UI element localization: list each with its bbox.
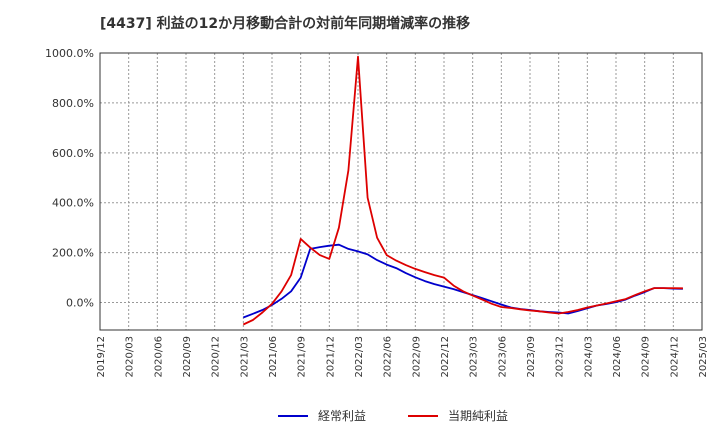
legend-label-2: 当期純利益 <box>448 409 508 423</box>
legend-label-1: 経常利益 <box>318 409 366 423</box>
x-tick-label: 2024/09 <box>641 336 652 378</box>
x-tick-label: 2021/09 <box>297 336 308 378</box>
chart-title: [4437] 利益の12か月移動合計の対前年同期増減率の推移 <box>100 16 471 32</box>
x-tick-label: 2022/12 <box>440 336 451 378</box>
x-tick-label: 2023/06 <box>497 336 508 378</box>
x-tick-label: 2020/12 <box>211 336 222 378</box>
y-tick-label: 200.0% <box>52 247 94 260</box>
x-tick-label: 2021/03 <box>239 336 250 378</box>
x-tick-label: 2024/12 <box>669 336 680 378</box>
series-line-2 <box>242 55 683 326</box>
x-tick-label: 2025/03 <box>698 336 709 378</box>
y-axis: 1000.0% 800.0% 600.0% 400.0% 200.0% 0.0% <box>45 47 94 310</box>
x-tick-label: 2020/03 <box>125 336 136 378</box>
plot-frame <box>99 52 703 331</box>
x-tick-label: 2023/12 <box>555 336 566 378</box>
y-tick-label: 400.0% <box>52 197 94 210</box>
x-axis: 2019/12 2020/03 2020/06 2020/09 2020/12 2021/… <box>96 336 709 378</box>
x-tick-label: 2024/03 <box>583 336 594 378</box>
x-tick-label: 2022/09 <box>411 336 422 378</box>
x-tick-label: 2023/03 <box>469 336 480 378</box>
x-tick-label: 2023/09 <box>526 336 537 378</box>
x-tick-label: 2020/06 <box>153 336 164 378</box>
x-tick-label: 2022/03 <box>354 336 365 378</box>
plot-area <box>100 53 702 330</box>
x-tick-label: 2021/12 <box>325 336 336 378</box>
legend: 経常利益 当期純利益 <box>278 409 508 423</box>
x-tick-label: 2022/06 <box>383 336 394 378</box>
y-tick-label: 0.0% <box>66 297 94 310</box>
series-layer <box>242 55 683 326</box>
y-tick-label: 800.0% <box>52 97 94 110</box>
x-tick-label: 2020/09 <box>182 336 193 378</box>
y-tick-label: 1000.0% <box>45 47 94 60</box>
x-tick-label: 2021/06 <box>268 336 279 378</box>
y-tick-label: 600.0% <box>52 147 94 160</box>
x-tick-label: 2024/06 <box>612 336 623 378</box>
x-tick-label: 2019/12 <box>96 336 107 378</box>
